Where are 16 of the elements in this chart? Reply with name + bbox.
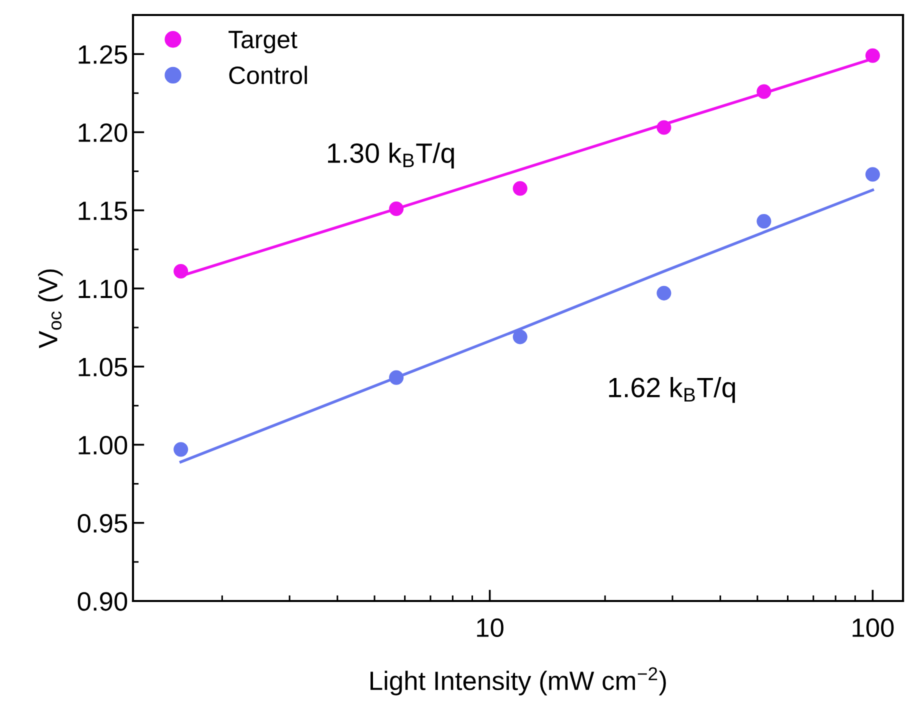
x-tick-label: 10: [477, 618, 504, 638]
y-tick-label: 1.25: [78, 45, 128, 64]
y-tick-label: 1.00: [78, 436, 128, 455]
y-tick-label: 1.10: [78, 280, 128, 298]
y-tick-label: 0.95: [78, 514, 128, 533]
y-tick-label: 0.90: [78, 592, 128, 611]
annotation: 1.62 k$_{B}$T/q: [609, 376, 735, 403]
annotation: 1.30 k$_{B}$T/q: [328, 142, 454, 168]
y-axis-title: V$_{oc}$ (V): [38, 269, 63, 348]
x-axis-title: Light Intensity (mW cm$^{−2}$): [370, 667, 666, 696]
legend-label: Control: [229, 66, 307, 84]
y-tick-label: 1.20: [78, 123, 128, 142]
y-tick-label: 1.05: [78, 358, 128, 376]
legend-label: Target: [228, 30, 298, 54]
y-tick-label: 1.15: [78, 202, 128, 220]
x-tick-label: 100: [852, 618, 894, 638]
